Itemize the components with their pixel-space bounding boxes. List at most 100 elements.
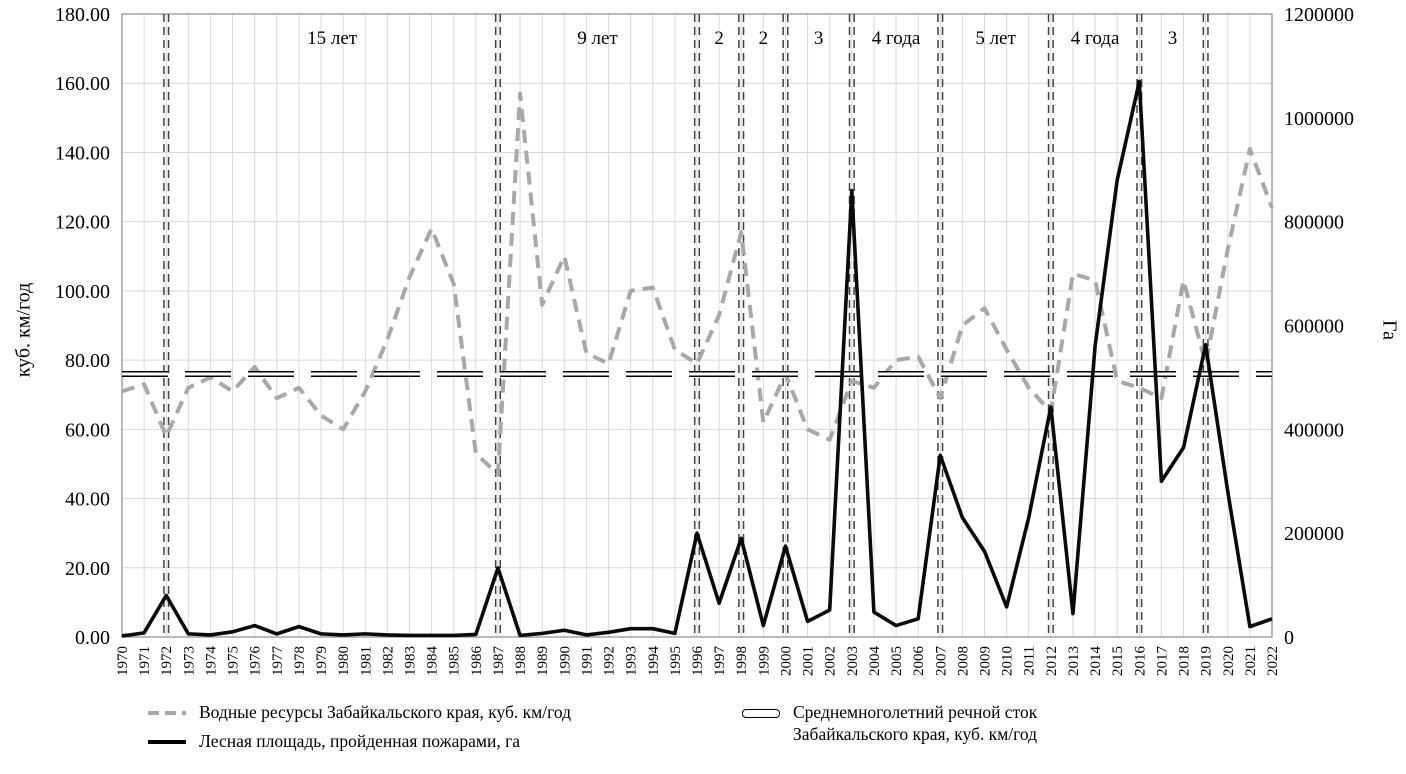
legend-column-right: Среднемноголетний речной сток Забайкальс… [742,702,1037,746]
x-axis-year-label: 1990 [557,646,573,676]
x-axis-year-label: 2001 [801,646,817,676]
x-axis-year-label: 2009 [978,646,994,676]
right-axis-title: Га [1378,320,1401,340]
left-axis-tick-label: 20.00 [65,558,110,580]
x-axis-year-label: 2013 [1066,646,1082,676]
x-axis-year-label: 1972 [159,646,175,676]
x-axis-year-label: 1986 [469,646,485,677]
x-axis-year-label: 2011 [1022,646,1038,675]
x-axis-year-label: 1979 [314,646,330,676]
x-axis-year-label: 1988 [513,646,529,676]
water-series-line [121,91,1274,477]
period-label: 15 лет [307,28,358,49]
right-axis-tick-label: 400000 [1284,419,1344,441]
x-axis-year-label: 1985 [447,646,463,676]
legend-column-left: Водные ресурсы Забайкальского края, куб.… [148,702,742,753]
left-axis-tick-label: 60.00 [65,419,110,441]
x-axis-year-label: 2003 [845,646,861,676]
x-axis-year-label: 1976 [248,646,264,677]
x-axis-year-label: 1993 [624,646,640,676]
left-axis-tick-label: 100.00 [55,281,110,303]
plot-border [121,13,1273,638]
right-axis-tick-label: 1200000 [1284,4,1354,26]
x-axis-year-label: 1983 [403,646,419,676]
left-axis-tick-label: 120.00 [55,212,110,234]
x-axis-year-label: 1981 [358,646,374,676]
x-axis-year-label: 2017 [1154,646,1170,677]
period-label: 3 [814,28,824,49]
x-axis-year-label: 2000 [778,646,794,676]
legend-fire-label: Лесная площадь, пройденная пожарами, га [199,730,521,751]
legend-water-label: Водные ресурсы Забайкальского края, куб.… [199,702,571,722]
x-axis-year-label: 2008 [955,646,971,676]
period-label: 2 [759,28,769,49]
legend-mean-flow-label: Среднемноголетний речной сток Забайкальс… [793,702,1037,746]
x-axis-year-label: 1978 [292,646,308,676]
legend-item-fire: Лесная площадь, пройденная пожарами, га [148,731,742,753]
x-axis-year-label: 1995 [668,646,684,676]
left-axis-tick-label: 0.00 [75,627,110,649]
left-axis-tick-label: 40.00 [65,489,110,511]
legend-item-water: Водные ресурсы Забайкальского края, куб.… [148,702,742,724]
x-axis-year-label: 1987 [491,646,507,677]
mean-flow-symbol-icon [742,709,780,718]
x-axis-year-label: 1998 [734,646,750,676]
period-label: 2 [714,28,724,49]
right-axis-tick-label: 0 [1284,627,1294,649]
x-axis-year-label: 1971 [137,646,153,676]
x-axis-year-label: 1994 [646,646,662,677]
right-axis-tick-label: 800000 [1284,212,1344,234]
fire-series-line [121,79,1273,638]
x-axis-year-label: 1973 [181,646,197,676]
period-label: 9 лет [577,28,618,49]
x-axis-year-label: 1974 [203,646,219,677]
right-axis-tick-label: 600000 [1284,316,1344,338]
period-label: 4 года [872,28,921,49]
x-axis-year-label: 2004 [867,646,883,677]
x-axis-year-label: 2014 [1088,646,1104,677]
left-axis-tick-label: 140.00 [55,142,110,164]
right-axis-tick-label: 1000000 [1284,108,1354,130]
x-axis-year-label: 2002 [823,646,839,676]
x-axis-year-label: 2016 [1132,646,1148,677]
x-axis-year-label: 2007 [933,646,949,677]
x-axis-year-label: 1989 [535,646,551,676]
x-axis-year-label: 2006 [911,646,927,677]
x-axis-year-label: 2022 [1265,646,1281,676]
x-axis-year-label: 1997 [712,646,728,677]
left-axis-tick-label: 180.00 [55,4,110,26]
x-axis-year-label: 1996 [690,646,706,677]
legend-mean-flow-line1: Среднемноголетний речной сток [793,702,1038,722]
fire-series-symbol-icon [148,739,186,744]
period-label: 5 лет [975,28,1016,49]
left-axis-tick-label: 160.00 [55,73,110,95]
legend-mean-flow-line2: Забайкальского края, куб. км/год [793,723,1038,744]
x-axis-year-label: 1975 [226,646,242,676]
right-axis-tick-label: 200000 [1284,523,1344,545]
period-label: 4 года [1071,28,1120,49]
left-axis-tick-label: 80.00 [65,350,110,372]
period-label: 3 [1168,28,1178,49]
legend: Водные ресурсы Забайкальского края, куб.… [148,702,1037,753]
x-axis-year-label: 2005 [889,646,905,676]
x-axis-year-label: 1991 [579,646,595,676]
x-axis-year-label: 2010 [1000,646,1016,676]
x-axis-year-label: 1999 [756,646,772,676]
x-axis-year-label: 1984 [425,646,441,677]
x-axis-year-label: 1977 [270,646,286,677]
x-axis-year-label: 2018 [1177,646,1193,676]
x-axis-year-label: 2015 [1110,646,1126,676]
x-axis-year-label: 2021 [1243,646,1259,676]
x-axis-year-label: 2019 [1199,646,1215,676]
x-axis-year-label: 2012 [1044,646,1060,676]
x-axis-year-label: 2020 [1221,646,1237,676]
water-series-symbol-icon [148,710,186,715]
x-axis-year-label: 1980 [336,646,352,676]
legend-item-mean-flow: Среднемноголетний речной сток Забайкальс… [742,702,1037,746]
x-axis-year-label: 1992 [602,646,618,676]
left-axis-title: куб. км/год [12,282,35,378]
x-axis-year-label: 1982 [380,646,396,676]
x-axis-year-label: 1970 [115,646,131,676]
